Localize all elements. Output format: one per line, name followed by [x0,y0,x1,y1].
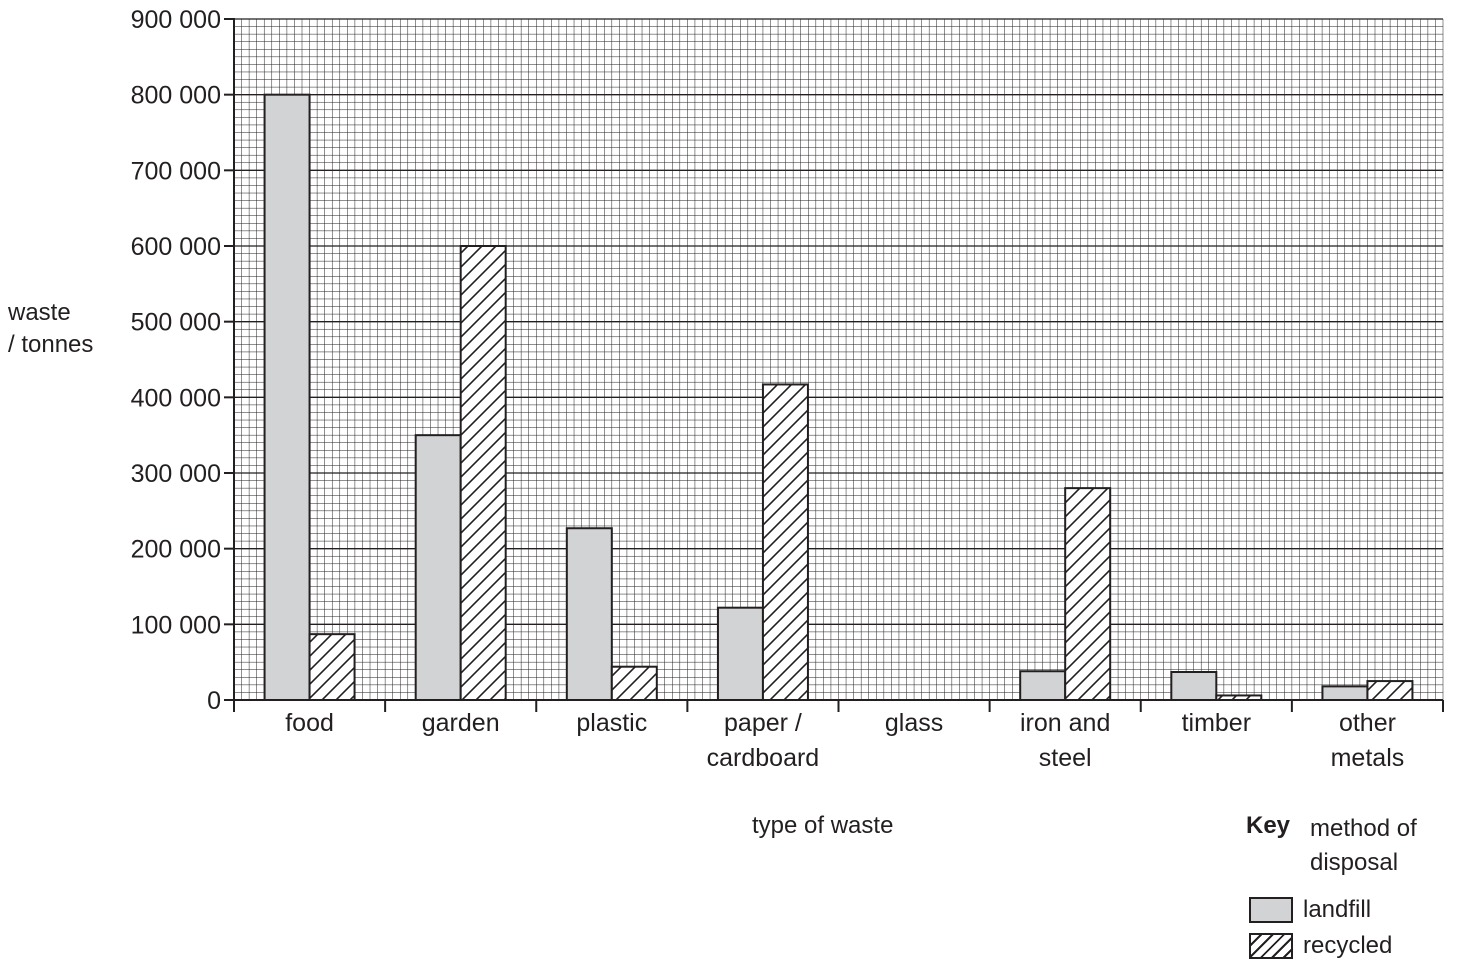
x-tick-label: iron and steel [1020,709,1110,772]
x-tick-label: paper / cardboard [707,709,820,772]
bar-recycled [610,665,658,701]
bar-recycled [459,245,507,701]
x-tick-labels: food garden plastic paper / cardboard glass ir… [285,709,1404,772]
bar-recycled [308,633,356,701]
legend-label-recycled: recycled [1303,932,1393,959]
y-tick-label: 800 000 [131,82,221,110]
bars [263,93,1414,702]
legend-item-recycled: recycled [1249,932,1392,960]
x-axis-label: type of waste [752,812,894,839]
y-tick-label: 400 000 [131,384,221,412]
legend-label-landfill: landfill [1303,896,1372,923]
x-tick-label: timber [1182,709,1251,737]
y-tick-label: 200 000 [131,536,221,564]
bar-recycled [1064,487,1112,701]
y-axis-label-line1: waste [8,299,71,326]
y-axis-label-line2: / tonnes [8,331,94,358]
bar-landfill [414,434,462,701]
key-title: Key [1246,812,1291,839]
y-tick-label: 500 000 [131,309,221,337]
bar-landfill [1019,670,1067,701]
bar-recycled [1366,680,1414,701]
y-tick-label: 700 000 [131,157,221,185]
y-tick-labels: 0 100 000 200 000 300 000 400 000 500 000 600 … [131,6,221,715]
y-tick-label: 0 [207,687,221,715]
x-tick-label: other metals [1331,709,1405,772]
y-tick-label: 900 000 [131,6,221,34]
axes [224,18,1444,712]
y-tick-label: 600 000 [131,233,221,261]
recycled-swatch [1249,933,1293,959]
x-tick-label: glass [885,709,943,737]
bar-landfill [1321,685,1369,702]
y-tick-label: 300 000 [131,460,221,488]
landfill-swatch [1249,897,1293,923]
bar-landfill [263,93,311,701]
bar-landfill [1170,671,1218,702]
x-tick-label: food [285,709,334,737]
y-tick-label: 100 000 [131,611,221,639]
bar-landfill [565,527,613,702]
bar-landfill [716,606,764,701]
x-tick-label: plastic [576,709,647,737]
bar-recycled [761,383,809,701]
key-subtitle: method of disposal [1310,815,1417,876]
y-axis-label: waste / tonnes [8,297,93,361]
x-tick-label: garden [422,709,500,737]
legend-item-landfill: landfill [1249,896,1371,924]
